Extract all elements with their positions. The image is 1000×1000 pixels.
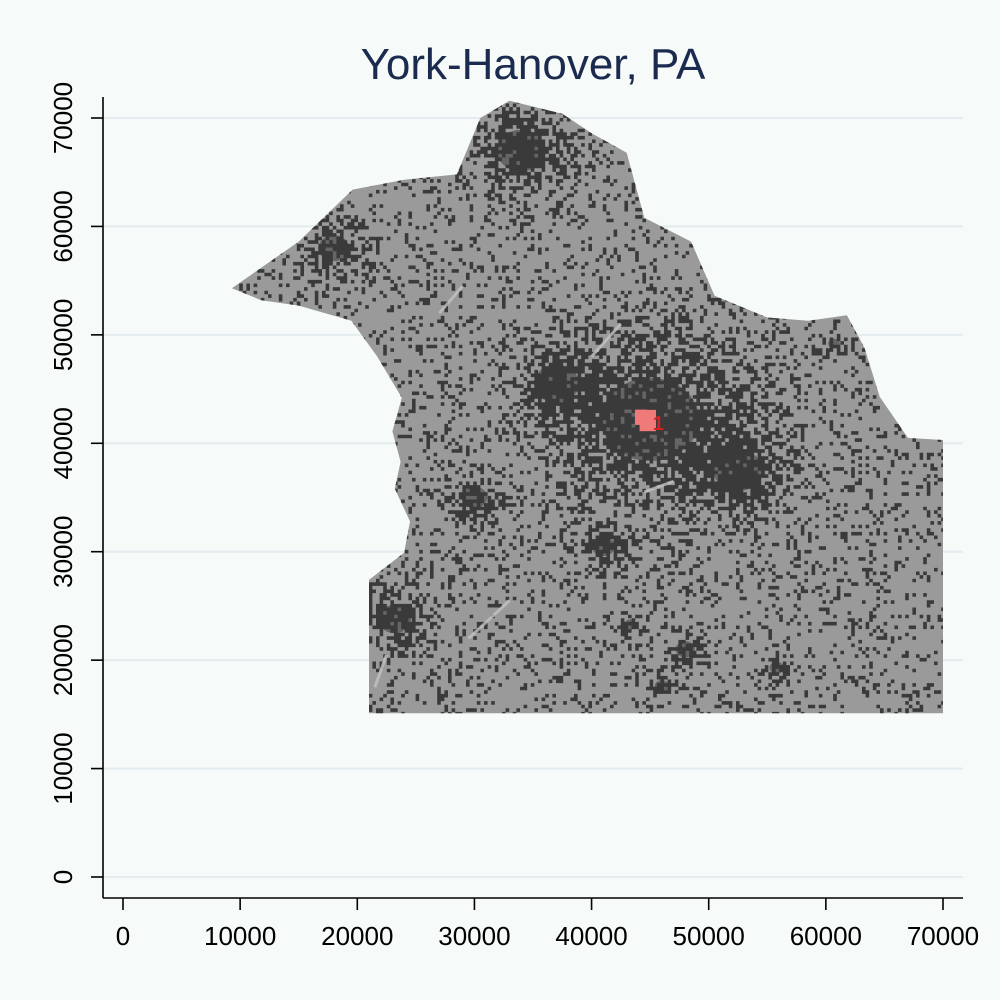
axes: 0 10000 20000 30000 40000 50000 60000 70000 0 100…: [48, 82, 979, 951]
x-tick-label-4: 40000: [555, 921, 627, 951]
map-region: 1: [231, 100, 943, 714]
highlight-tract-1: [634, 409, 647, 425]
y-tick-label-2: 20000: [48, 624, 78, 696]
road-streak-0: [438, 285, 464, 315]
developed-land-texture: [231, 100, 943, 714]
y-tick-label-5: 50000: [48, 299, 78, 371]
road-streak-1: [467, 599, 511, 640]
x-tick-label-5: 50000: [673, 921, 745, 951]
y-tick-label-0: 0: [48, 870, 78, 884]
y-tick-label-7: 70000: [48, 82, 78, 154]
highlight-label: 1: [653, 413, 664, 435]
x-tick-label-7: 70000: [907, 921, 979, 951]
y-tick-label-6: 60000: [48, 190, 78, 262]
road-streak-2: [590, 323, 622, 358]
y-tick-label-4: 40000: [48, 407, 78, 479]
road-streak-4: [373, 654, 388, 688]
chart-title: York-Hanover, PA: [361, 40, 706, 89]
x-tick-label-6: 60000: [790, 921, 862, 951]
x-tick-label-1: 10000: [204, 921, 276, 951]
x-tick-label-2: 20000: [321, 921, 393, 951]
y-tick-label-1: 10000: [48, 732, 78, 804]
y-tick-label-3: 30000: [48, 516, 78, 588]
x-tick-label-3: 30000: [438, 921, 510, 951]
road-streak-3: [643, 479, 675, 494]
x-tick-label-0: 0: [116, 921, 130, 951]
